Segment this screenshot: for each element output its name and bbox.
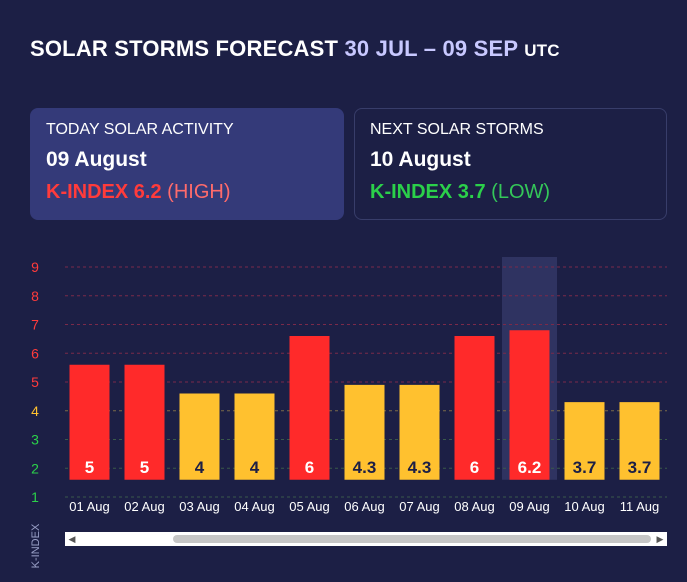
- bar-label-6: 4.3: [408, 458, 432, 477]
- bar-label-1: 5: [140, 458, 149, 477]
- scroll-right-icon[interactable]: ▶: [656, 534, 664, 544]
- bar-label-5: 4.3: [353, 458, 377, 477]
- bar-label-7: 6: [470, 458, 479, 477]
- y-tick-2: 2: [31, 460, 39, 476]
- title-text: SOLAR STORMS FORECAST: [30, 36, 339, 61]
- bar-label-9: 3.7: [573, 458, 597, 477]
- y-axis-label: K-INDEX: [30, 523, 42, 568]
- next-k-value: K-INDEX 3.7: [370, 181, 486, 203]
- bar-7: [454, 336, 495, 480]
- bar-0: [69, 364, 110, 480]
- bar-8: [509, 330, 550, 480]
- y-tick-3: 3: [31, 432, 39, 448]
- today-level: (HIGH): [167, 181, 231, 203]
- scroll-left-icon[interactable]: ◀: [68, 534, 76, 544]
- y-tick-8: 8: [31, 288, 39, 304]
- y-tick-9: 9: [31, 259, 39, 275]
- y-tick-7: 7: [31, 317, 39, 333]
- next-date: 10 August: [370, 148, 471, 171]
- x-tick-9: 10 Aug: [564, 499, 605, 514]
- next-k-index: K-INDEX 3.7 (LOW): [370, 181, 651, 204]
- bar-2: [179, 393, 220, 480]
- next-storms-card: NEXT SOLAR STORMS 10 August K-INDEX 3.7 …: [354, 108, 667, 220]
- bar-label-0: 5: [85, 458, 94, 477]
- today-card-label: TODAY SOLAR ACTIVITY: [46, 121, 234, 138]
- next-level: (LOW): [491, 181, 551, 203]
- x-tick-5: 06 Aug: [344, 499, 385, 514]
- bar-4: [289, 336, 330, 480]
- x-tick-4: 05 Aug: [289, 499, 330, 514]
- next-card-label: NEXT SOLAR STORMS: [370, 121, 544, 138]
- bar-label-2: 4: [195, 458, 205, 477]
- bar-1: [124, 364, 165, 480]
- date-range: 30 JUL – 09 SEP: [344, 36, 518, 61]
- bar-label-4: 6: [305, 458, 314, 477]
- y-tick-4: 4: [31, 403, 39, 419]
- x-tick-3: 04 Aug: [234, 499, 275, 514]
- y-tick-6: 6: [31, 345, 39, 361]
- today-k-value: K-INDEX 6.2: [46, 181, 162, 203]
- x-tick-10: 11 Aug: [620, 499, 660, 514]
- x-tick-1: 02 Aug: [124, 499, 165, 514]
- bar-label-8: 6.2: [518, 458, 542, 477]
- bar-3: [234, 393, 275, 480]
- y-tick-1: 1: [31, 489, 39, 505]
- scroll-thumb[interactable]: [173, 535, 651, 543]
- k-index-chart: 9 8 7 6 5 4 3 2 1 5 01 Aug 5 02 Aug 4 03 Aug 4 04 Aug 6 05…: [30, 257, 667, 568]
- x-tick-2: 03 Aug: [179, 499, 220, 514]
- bar-5: [344, 384, 385, 480]
- bar-6: [399, 384, 440, 480]
- x-tick-8: 09 Aug: [509, 499, 550, 514]
- y-tick-5: 5: [31, 374, 39, 390]
- today-activity-card: TODAY SOLAR ACTIVITY 09 August K-INDEX 6…: [30, 108, 344, 220]
- timezone-label: UTC: [524, 41, 560, 60]
- x-tick-7: 08 Aug: [454, 499, 495, 514]
- x-tick-6: 07 Aug: [399, 499, 440, 514]
- bar-9: [564, 402, 605, 480]
- today-k-index: K-INDEX 6.2 (HIGH): [46, 181, 328, 204]
- bar-10: [619, 402, 660, 480]
- bar-label-3: 4: [250, 458, 260, 477]
- chart-scrollbar[interactable]: ◀ ▶: [65, 532, 667, 546]
- today-date: 09 August: [46, 148, 147, 171]
- x-tick-0: 01 Aug: [69, 499, 110, 514]
- page-title: SOLAR STORMS FORECAST 30 JUL – 09 SEP UT…: [30, 36, 560, 62]
- bar-label-10: 3.7: [628, 458, 652, 477]
